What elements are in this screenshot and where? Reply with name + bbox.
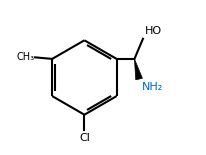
- Polygon shape: [135, 59, 142, 80]
- Text: HO: HO: [145, 26, 162, 36]
- Text: CH₃: CH₃: [16, 52, 34, 62]
- Text: NH₂: NH₂: [142, 82, 163, 92]
- Text: Cl: Cl: [79, 133, 90, 143]
